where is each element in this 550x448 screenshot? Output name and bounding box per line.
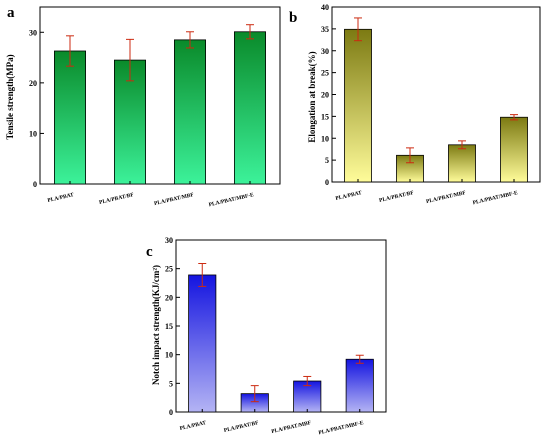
bar [344, 28, 372, 183]
y-tick-label: 15 [321, 112, 329, 121]
y-tick-label: 0 [33, 180, 37, 189]
chart-panel-c: c Notch impact strength(KJ/cm²) 0 5 10 15 20… [146, 236, 387, 436]
chart-panel-b: b Elongation at break(%) 0 5 10 15 20 25 30 35 4… [289, 3, 541, 206]
y-axis-label: Elongation at break(%) [307, 51, 317, 142]
y-tick-label: 30 [321, 47, 329, 56]
y-tick-label: 25 [165, 265, 173, 274]
y-axis-label: Notch impact strength(KJ/cm²) [151, 265, 161, 385]
y-tick-label: 30 [165, 236, 173, 245]
x-tick-label: PLA/PBAT/MBF [426, 190, 467, 205]
x-tick-label: PLA/PBAT/MBF-E [472, 190, 519, 206]
x-tick-label: PLA/PBAT [47, 192, 75, 204]
y-tick-label: 5 [325, 156, 329, 165]
y-tick-label: 15 [165, 322, 173, 331]
bar [345, 358, 374, 413]
x-tick-label: PLA/PBAT/MBF-E [318, 420, 365, 436]
y-tick-label: 10 [165, 351, 173, 360]
y-tick-label: 20 [29, 79, 37, 88]
y-tick-label: 30 [29, 28, 37, 37]
x-tick-label: PLA/PBAT [335, 190, 363, 202]
bar [293, 380, 322, 413]
y-axis-label: Tensile strength(MPa) [5, 54, 15, 139]
x-tick-label: PLA/PBAT/BF [223, 420, 259, 434]
bar [500, 116, 528, 183]
plot-frame [39, 6, 281, 185]
y-tick-label: 0 [169, 408, 173, 417]
panel-letter: b [289, 10, 297, 26]
bar [173, 39, 206, 185]
bar [54, 50, 87, 185]
y-tick-label: 20 [321, 91, 329, 100]
y-tick-label: 5 [169, 379, 173, 388]
bar [188, 274, 217, 413]
panel-letter: a [7, 5, 15, 21]
y-tick-label: 20 [165, 293, 173, 302]
chart-panel-a: a Tensile strength(MPa) 0 10 20 30 PLA/PBAT P… [5, 5, 281, 208]
y-tick-label: 10 [321, 134, 329, 143]
x-tick-label: PLA/PBAT/BF [379, 190, 415, 204]
panel-letter: c [146, 244, 153, 260]
x-tick-label: PLA/PBAT [179, 420, 207, 432]
x-tick-label: PLA/PBAT/MBF [154, 192, 195, 207]
x-tick-label: PLA/PBAT/MBF [271, 420, 312, 435]
x-tick-label: PLA/PBAT/BF [99, 192, 135, 206]
y-tick-label: 35 [321, 25, 329, 34]
y-tick-label: 10 [29, 129, 37, 138]
bar [448, 144, 476, 183]
y-tick-label: 40 [321, 3, 329, 12]
x-tick-label: PLA/PBAT/MBF-E [208, 192, 255, 208]
bar [233, 31, 266, 185]
y-tick-label: 0 [325, 178, 329, 187]
y-tick-label: 25 [321, 69, 329, 78]
